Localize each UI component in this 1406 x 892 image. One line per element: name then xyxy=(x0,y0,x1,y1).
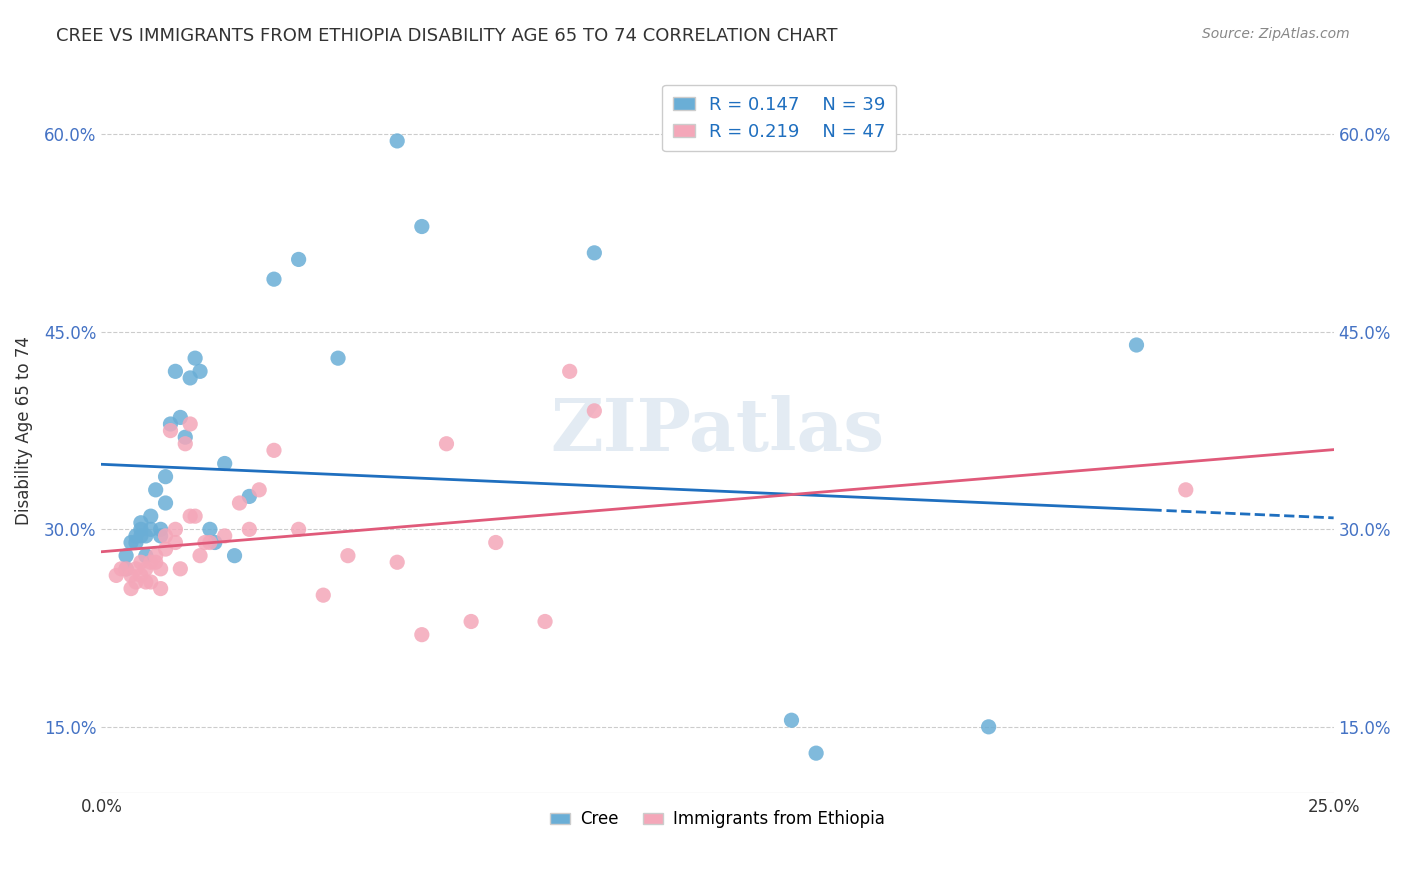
Y-axis label: Disability Age 65 to 74: Disability Age 65 to 74 xyxy=(15,336,32,525)
Point xyxy=(214,529,236,543)
Point xyxy=(224,549,246,563)
Point xyxy=(165,535,187,549)
Point xyxy=(411,628,433,642)
Point xyxy=(204,535,226,549)
Point xyxy=(145,549,167,563)
Point xyxy=(159,424,181,438)
Point xyxy=(120,582,142,596)
Point xyxy=(129,529,152,543)
Point xyxy=(198,522,221,536)
Point xyxy=(174,436,197,450)
Point xyxy=(780,713,803,727)
Point xyxy=(184,351,207,366)
Point xyxy=(155,496,177,510)
Point xyxy=(263,443,285,458)
Point xyxy=(105,568,128,582)
Point xyxy=(125,535,148,549)
Legend: Cree, Immigrants from Ethiopia: Cree, Immigrants from Ethiopia xyxy=(543,804,891,835)
Point xyxy=(194,535,217,549)
Point xyxy=(135,549,157,563)
Point xyxy=(155,542,177,557)
Point xyxy=(228,496,250,510)
Text: CREE VS IMMIGRANTS FROM ETHIOPIA DISABILITY AGE 65 TO 74 CORRELATION CHART: CREE VS IMMIGRANTS FROM ETHIOPIA DISABIL… xyxy=(56,27,838,45)
Point xyxy=(135,529,157,543)
Point xyxy=(139,509,162,524)
Text: ZIPatlas: ZIPatlas xyxy=(551,395,884,467)
Point xyxy=(145,483,167,497)
Point xyxy=(115,549,138,563)
Point xyxy=(184,509,207,524)
Point xyxy=(534,615,557,629)
Point xyxy=(188,549,211,563)
Point xyxy=(149,582,172,596)
Point xyxy=(135,574,157,589)
Point xyxy=(326,351,349,366)
Point xyxy=(583,245,606,260)
Point xyxy=(1125,338,1147,352)
Point xyxy=(174,430,197,444)
Point xyxy=(804,746,827,760)
Text: Source: ZipAtlas.com: Source: ZipAtlas.com xyxy=(1202,27,1350,41)
Point xyxy=(165,522,187,536)
Point xyxy=(129,516,152,530)
Point xyxy=(179,371,201,385)
Point xyxy=(139,555,162,569)
Point xyxy=(214,457,236,471)
Point xyxy=(583,404,606,418)
Point xyxy=(336,549,359,563)
Point xyxy=(411,219,433,234)
Point xyxy=(129,555,152,569)
Point xyxy=(139,574,162,589)
Point xyxy=(238,522,260,536)
Point xyxy=(139,522,162,536)
Point xyxy=(125,574,148,589)
Point xyxy=(115,562,138,576)
Point xyxy=(169,562,191,576)
Point xyxy=(485,535,508,549)
Point xyxy=(179,417,201,431)
Point xyxy=(110,562,132,576)
Point xyxy=(115,562,138,576)
Point xyxy=(145,555,167,569)
Point xyxy=(287,522,309,536)
Point xyxy=(238,490,260,504)
Point xyxy=(129,568,152,582)
Point xyxy=(385,134,408,148)
Point xyxy=(169,410,191,425)
Point xyxy=(165,364,187,378)
Point xyxy=(436,436,458,450)
Point xyxy=(247,483,270,497)
Point xyxy=(155,469,177,483)
Point xyxy=(135,562,157,576)
Point xyxy=(263,272,285,286)
Point xyxy=(179,509,201,524)
Point xyxy=(977,720,1000,734)
Point xyxy=(120,535,142,549)
Point xyxy=(125,529,148,543)
Point xyxy=(120,568,142,582)
Point xyxy=(287,252,309,267)
Point xyxy=(1174,483,1197,497)
Point xyxy=(188,364,211,378)
Point xyxy=(198,535,221,549)
Point xyxy=(558,364,581,378)
Point xyxy=(149,562,172,576)
Point xyxy=(159,417,181,431)
Point xyxy=(125,562,148,576)
Point xyxy=(149,522,172,536)
Point xyxy=(155,529,177,543)
Point xyxy=(312,588,335,602)
Point xyxy=(149,529,172,543)
Point xyxy=(460,615,482,629)
Point xyxy=(129,522,152,536)
Point xyxy=(385,555,408,569)
